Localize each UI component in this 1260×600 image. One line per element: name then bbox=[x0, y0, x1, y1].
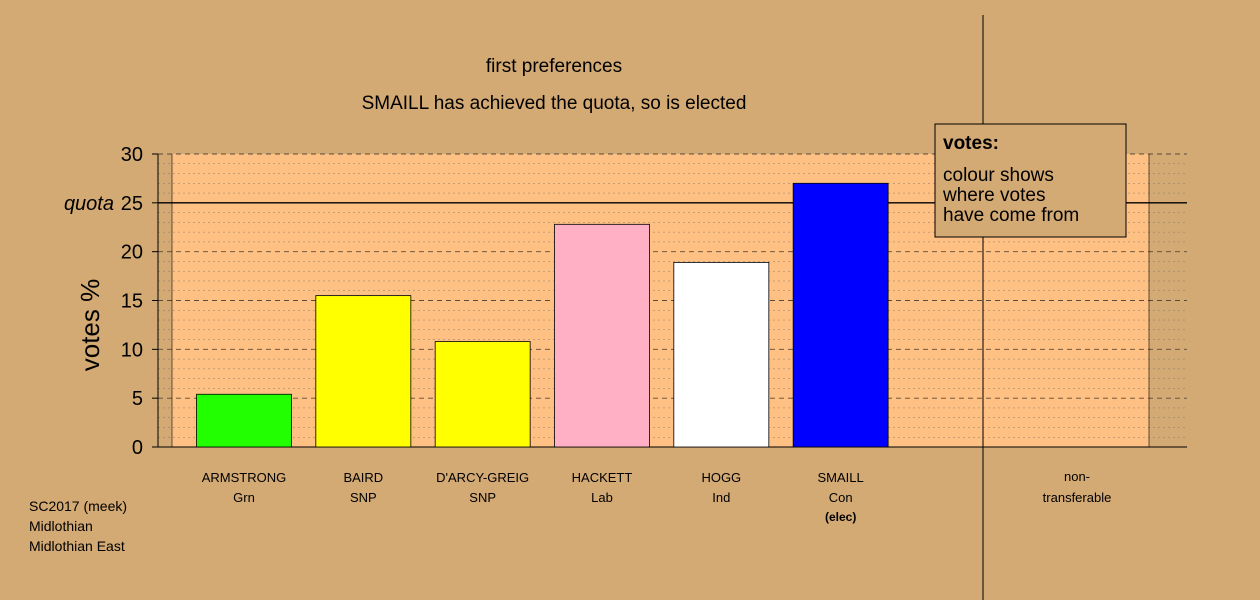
candidate-party: Con bbox=[829, 490, 853, 505]
footer-ward: Midlothian East bbox=[29, 538, 125, 554]
nontransferable-label-line1: non- bbox=[1064, 469, 1090, 484]
quota-label: quota bbox=[64, 193, 114, 215]
candidate-party: Grn bbox=[233, 490, 255, 505]
chart-subtitle: SMAILL has achieved the quota, so is ele… bbox=[362, 93, 747, 114]
candidate-name: ARMSTRONG bbox=[202, 470, 287, 485]
chart-title: first preferences bbox=[486, 56, 622, 77]
legend-line-3: have come from bbox=[943, 205, 1079, 226]
bars bbox=[196, 182, 889, 448]
footer-council: Midlothian bbox=[29, 518, 93, 534]
bar bbox=[792, 182, 889, 448]
candidate-party: SNP bbox=[350, 490, 377, 505]
footer-info: SC2017 (meek) Midlothian Midlothian East bbox=[29, 496, 127, 556]
bar bbox=[554, 223, 650, 448]
y-tick-label: 30 bbox=[121, 144, 143, 166]
y-tick-label: 0 bbox=[132, 437, 143, 459]
bar bbox=[673, 262, 770, 448]
y-tick-label: 20 bbox=[121, 242, 143, 264]
bar bbox=[315, 295, 412, 448]
bar bbox=[196, 393, 292, 448]
legend: votes: colour shows where votes have com… bbox=[934, 123, 1127, 238]
candidate-name: D'ARCY-GREIG bbox=[436, 470, 529, 485]
candidate-name: HACKETT bbox=[572, 470, 633, 485]
nontransferable-label-line2: transferable bbox=[1043, 490, 1112, 505]
x-labels: ARMSTRONG Grn BAIRD SNP D'ARCY-GREIG SNP HACKE… bbox=[202, 470, 864, 524]
y-axis-label: votes % bbox=[75, 279, 105, 372]
candidate-party: Lab bbox=[591, 490, 613, 505]
legend-line-2: where votes bbox=[942, 185, 1045, 206]
legend-title: votes: bbox=[943, 133, 999, 154]
y-tick-label: 15 bbox=[121, 291, 143, 313]
y-ticks: 0 5 10 15 20 25 30 bbox=[121, 144, 158, 459]
y-tick-label: 25 bbox=[121, 193, 143, 215]
bar bbox=[434, 341, 531, 448]
y-tick-label: 5 bbox=[132, 388, 143, 410]
candidate-name: SMAILL bbox=[818, 470, 864, 485]
candidate-party: Ind bbox=[712, 490, 730, 505]
elected-note: (elec) bbox=[825, 510, 856, 524]
y-tick-label: 10 bbox=[121, 339, 143, 361]
candidate-party: SNP bbox=[469, 490, 496, 505]
candidate-name: BAIRD bbox=[343, 470, 383, 485]
footer-election: SC2017 (meek) bbox=[29, 498, 128, 514]
legend-line-1: colour shows bbox=[943, 165, 1054, 186]
legend-box bbox=[934, 123, 1127, 238]
candidate-name: HOGG bbox=[701, 470, 741, 485]
